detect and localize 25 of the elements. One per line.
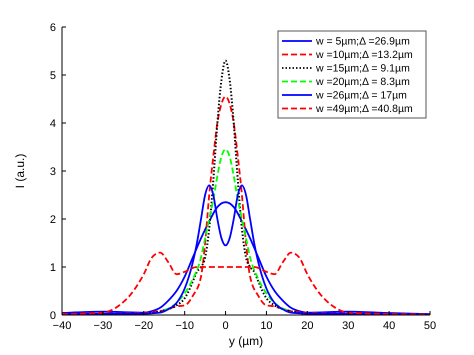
x-tick-label: −10: [175, 320, 194, 332]
x-tick-label: −20: [134, 320, 154, 332]
x-axis-title: y (µm): [228, 334, 264, 348]
y-tick-label: 2: [50, 214, 56, 226]
x-tick-label: 10: [260, 320, 273, 332]
legend-label: w = 5µm;Δ =26.9µm: [315, 36, 410, 48]
x-tick-label: 0: [222, 320, 229, 332]
x-tick-label: 50: [424, 320, 436, 332]
legend-label: w =49µm;Δ =40.8µm: [315, 103, 413, 116]
y-tick-label: 3: [50, 166, 56, 178]
y-axis-title: I (a.u.): [13, 154, 27, 188]
legend-label: w =20µm;Δ = 8.3µm: [315, 76, 410, 88]
legend-label: w =10µm;Δ =13.2µm: [315, 49, 413, 62]
legend-label: w =15µm;Δ = 9.1µm: [315, 62, 410, 75]
x-tick-label: 30: [342, 320, 354, 332]
y-tick-label: 0: [50, 310, 56, 322]
x-tick-label: −30: [94, 320, 112, 332]
x-tick-label: 20: [301, 320, 314, 332]
y-tick-label: 4: [50, 118, 56, 130]
y-tick-label: 1: [50, 262, 56, 274]
y-tick-label: 5: [50, 70, 56, 82]
x-tick-label: −40: [52, 320, 72, 332]
y-tick-label: 6: [50, 22, 56, 34]
x-tick-label: 40: [382, 320, 396, 332]
legend-label: w =26µm;Δ = 17µm: [315, 90, 408, 102]
